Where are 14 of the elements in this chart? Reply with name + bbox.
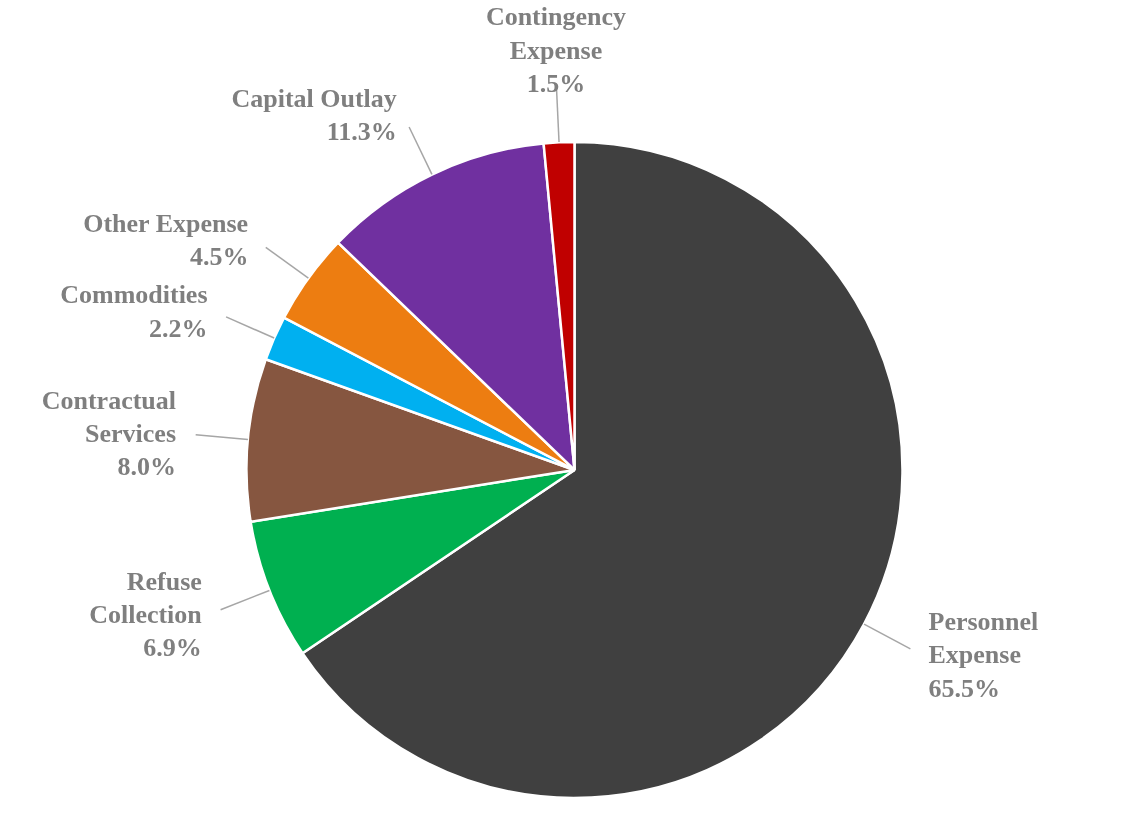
data-label: 11.3% <box>326 117 397 147</box>
slice-label: Refuse Collection <box>89 566 203 630</box>
slice-label: Contractual Services <box>41 385 177 448</box>
slice-label: Commodities <box>60 280 208 310</box>
slice-label: Other Expense <box>83 208 249 238</box>
data-label: 1.5% <box>526 69 586 99</box>
data-label: 65.5% <box>928 673 1001 703</box>
slice-label: Personnel Expense <box>928 607 1039 670</box>
data-label: 2.2% <box>149 313 208 343</box>
data-label: 8.0% <box>117 452 177 482</box>
slice-label: Contingency Expense <box>485 2 627 65</box>
slice-label: Capital Outlay <box>231 84 397 113</box>
data-label: 6.9% <box>143 633 202 663</box>
data-label: 4.5% <box>190 241 249 271</box>
